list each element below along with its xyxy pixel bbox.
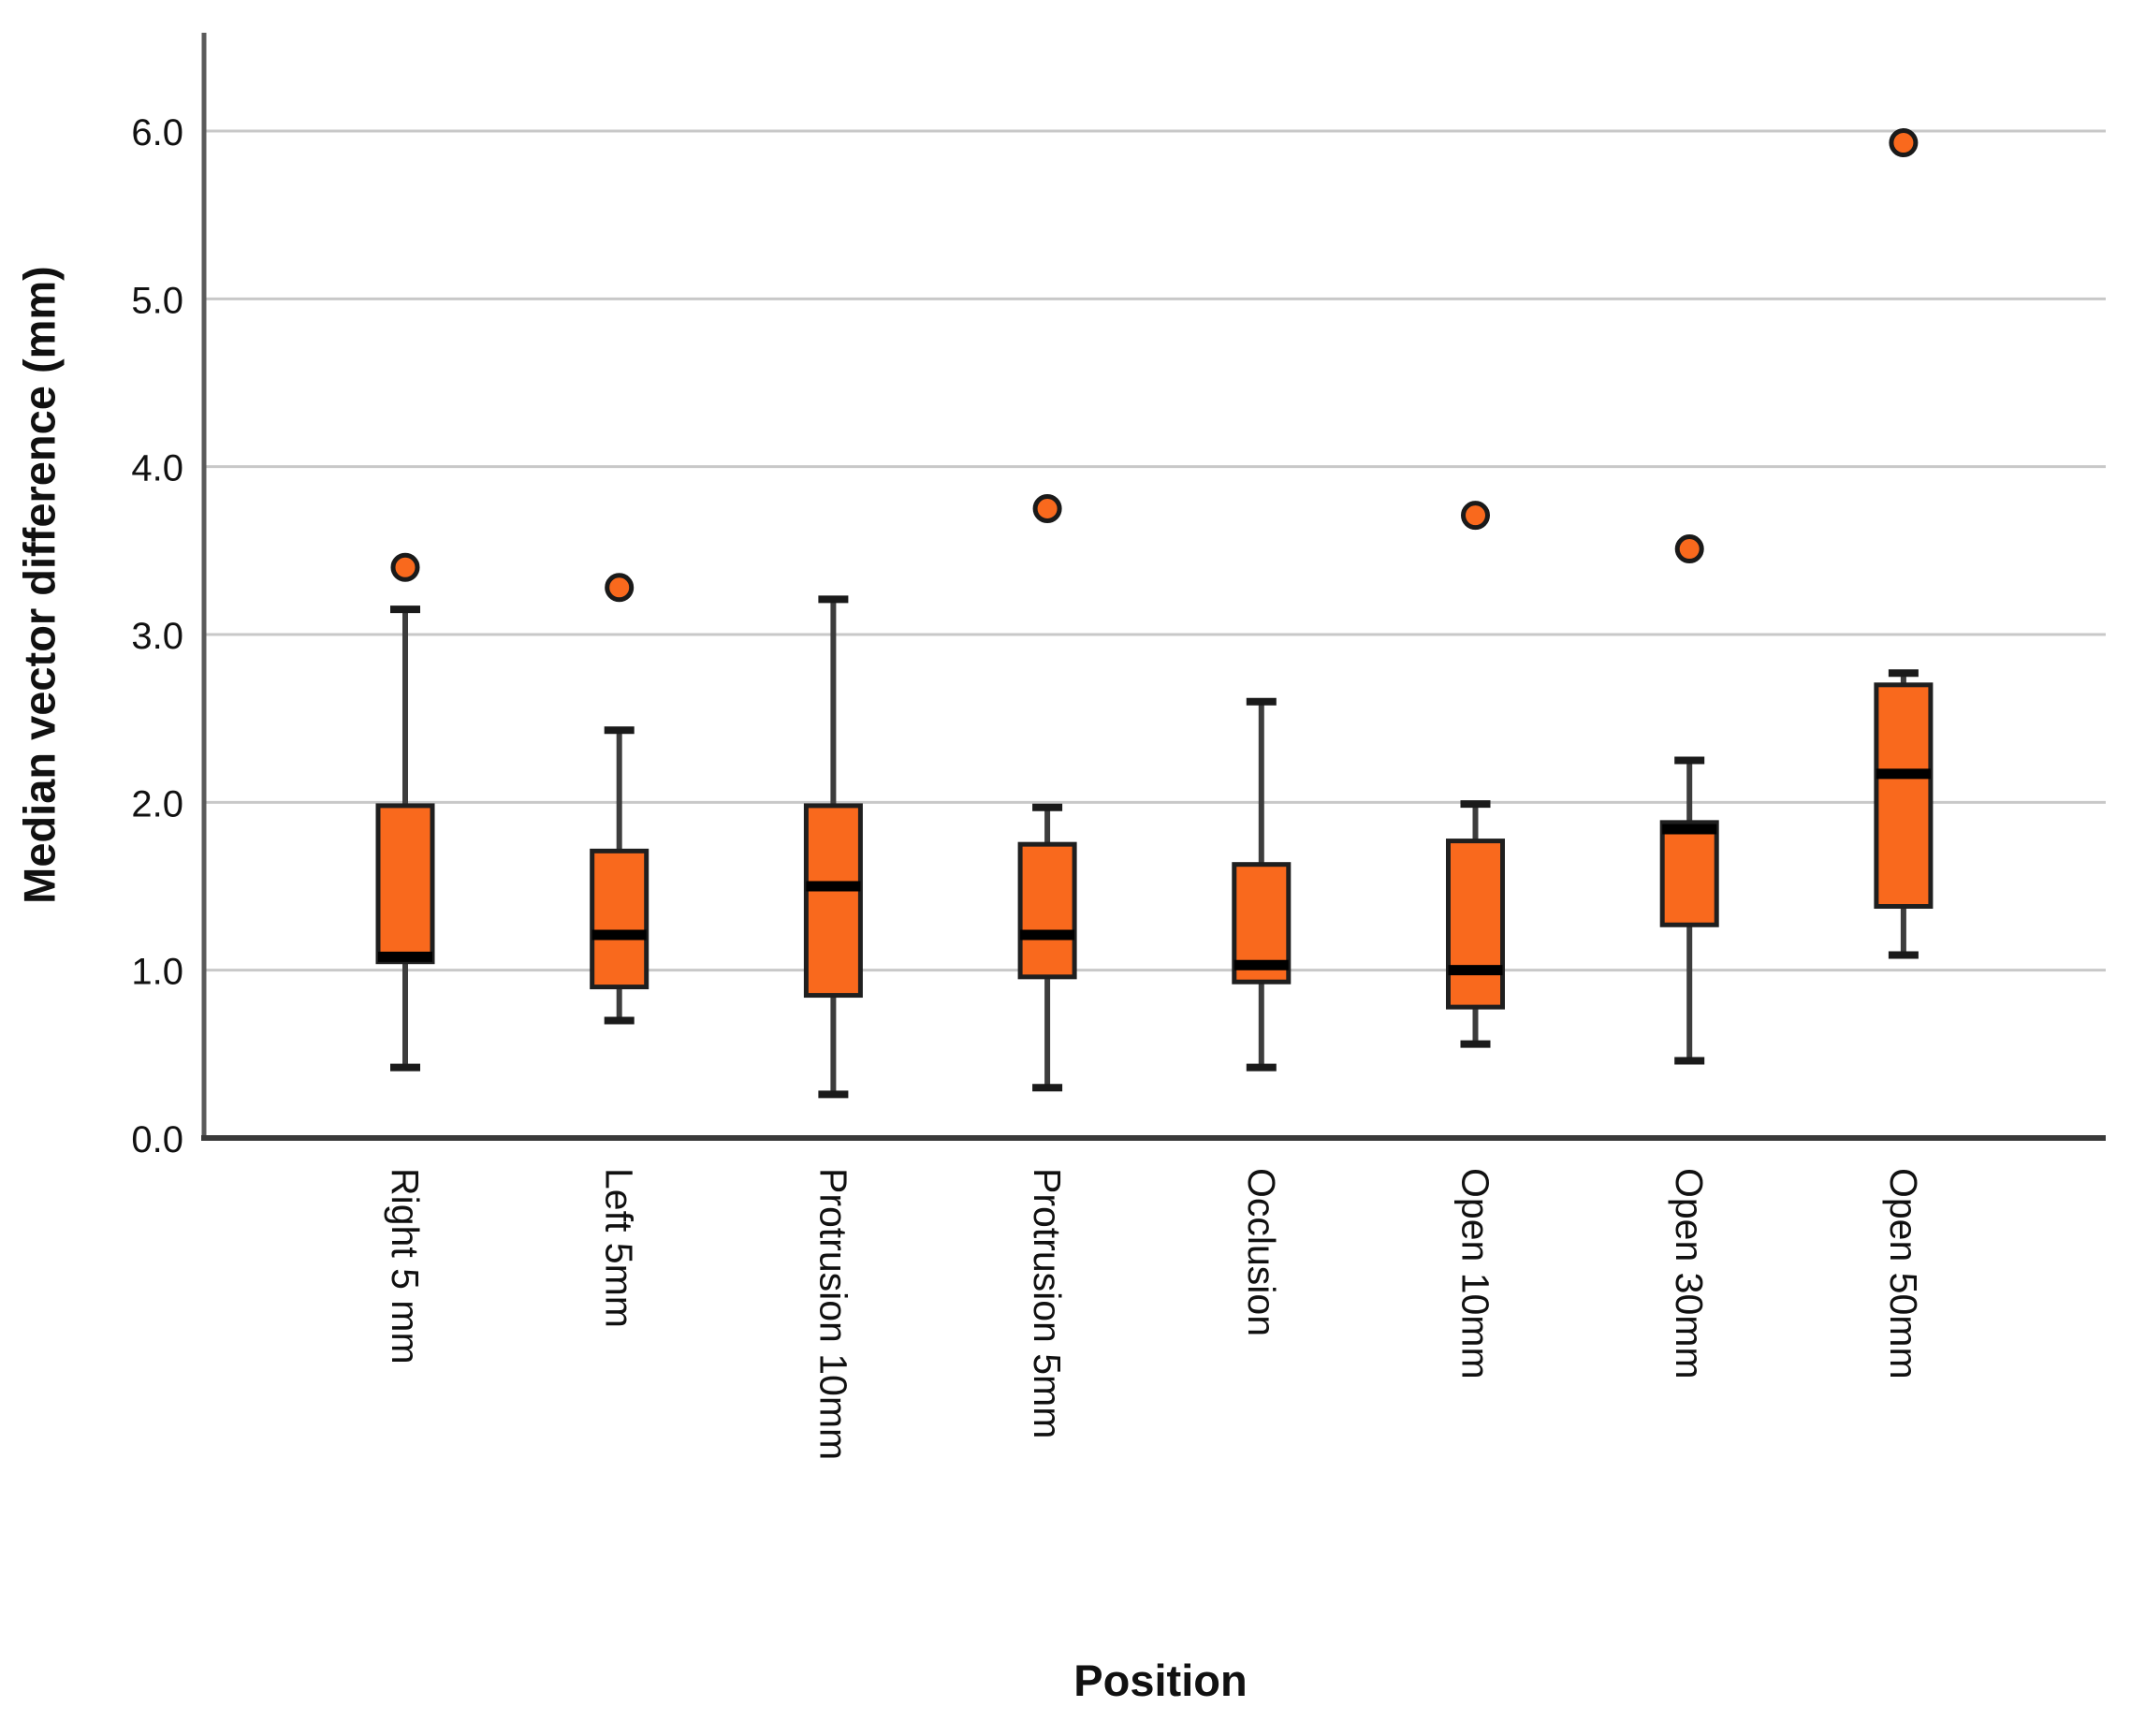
y-tick-label: 4.0 xyxy=(131,448,183,489)
y-tick-label: 6.0 xyxy=(131,112,183,153)
category-label: Open 10mm xyxy=(1454,1168,1497,1379)
category-label: Open 30mm xyxy=(1668,1168,1711,1379)
box-rect xyxy=(803,803,863,999)
category-label: Protrusion 10mm xyxy=(811,1168,854,1460)
outlier-point xyxy=(1032,494,1062,523)
y-tick-label: 1.0 xyxy=(131,952,183,993)
outlier-point xyxy=(1461,501,1490,531)
y-tick-label: 0.0 xyxy=(131,1119,183,1160)
box-rect xyxy=(1017,841,1077,980)
box-rect xyxy=(375,803,435,965)
category-label: Open 50mm xyxy=(1882,1168,1925,1379)
box-rect xyxy=(1446,839,1505,1010)
category-label: Left 5mm xyxy=(598,1168,641,1328)
x-axis-title: Position xyxy=(1073,1656,1247,1705)
box-rect xyxy=(1874,682,1934,910)
category-label: Right 5 mm xyxy=(384,1168,427,1364)
category-label: Protrusion 5mm xyxy=(1026,1168,1069,1438)
y-tick-label: 5.0 xyxy=(131,280,183,321)
outlier-point xyxy=(605,573,635,603)
category-label: Occlusion xyxy=(1240,1168,1283,1336)
box-rect xyxy=(1659,820,1719,927)
y-tick-label: 2.0 xyxy=(131,783,183,824)
outlier-point xyxy=(1674,534,1704,564)
box-rect xyxy=(590,848,650,990)
y-axis-title: Median vector difference (mm) xyxy=(15,266,65,904)
outlier-point xyxy=(390,552,420,582)
outlier-point xyxy=(1889,128,1919,158)
y-tick-label: 3.0 xyxy=(131,616,183,657)
